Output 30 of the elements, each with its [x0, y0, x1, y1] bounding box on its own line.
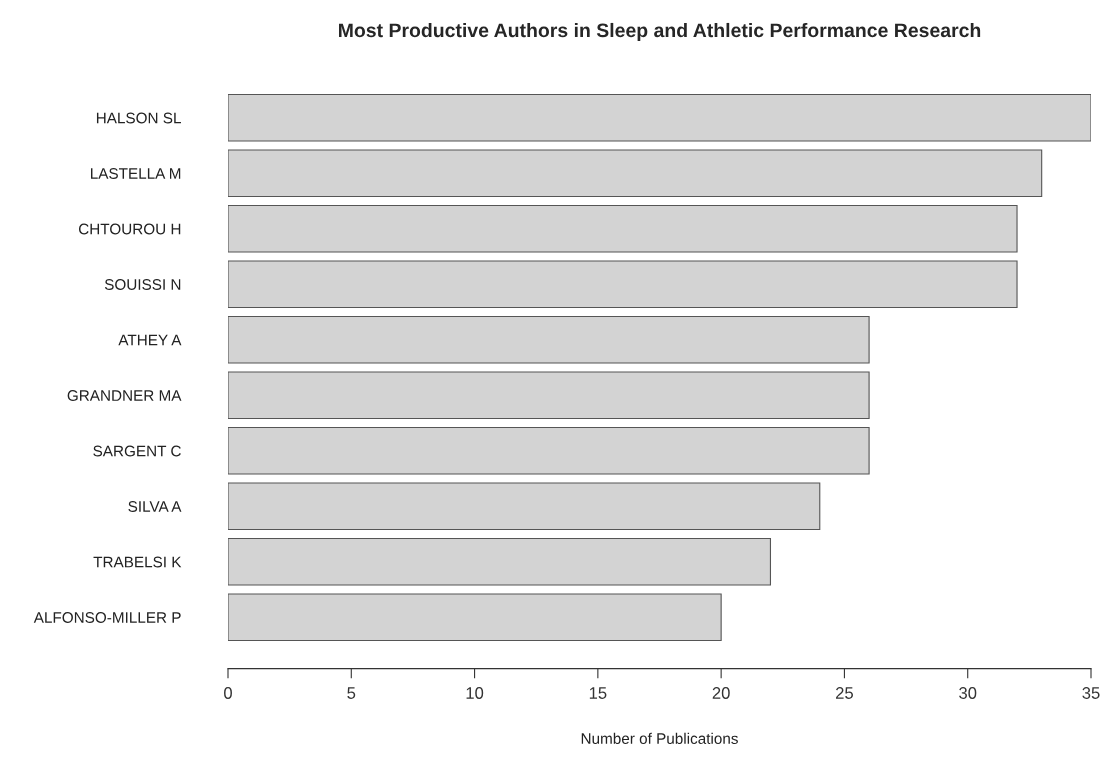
y-tick-label: SOUISSI N [104, 279, 181, 290]
y-tick-label: SILVA A [128, 501, 182, 512]
x-tick-label: 10 [466, 687, 484, 699]
y-tick-label: LASTELLA M [91, 168, 181, 179]
y-tick-label: TRABELSI K [93, 556, 182, 568]
y-tick-label: ALFONSO-MILLER P [33, 612, 181, 623]
bar [228, 204, 1018, 253]
bar [228, 93, 1091, 142]
x-axis-title: Number of Publications [581, 732, 738, 744]
y-tick-label: CHTOUROU H [78, 223, 181, 235]
bar [228, 482, 821, 531]
bar [228, 149, 1043, 198]
bar [228, 593, 722, 642]
x-tick-label: 15 [589, 687, 607, 699]
y-tick-label: SARGENT C [93, 445, 181, 457]
bar [228, 260, 1018, 309]
x-tick-label: 0 [224, 687, 232, 699]
x-tick-label: 30 [959, 687, 977, 699]
x-tick-label: 5 [347, 687, 356, 699]
bar [228, 371, 870, 420]
bar [228, 426, 870, 475]
bar [228, 537, 772, 586]
y-tick-label: HALSON SL [96, 112, 181, 124]
x-tick-label: 20 [712, 687, 730, 699]
y-tick-label: ATHEY A [118, 334, 182, 346]
x-tick-label: 35 [1082, 687, 1100, 699]
chart-title: Most Productive Authors in Sleep and Athletic Performance Research [339, 22, 981, 42]
x-tick-label: 25 [836, 687, 853, 699]
bar [228, 315, 870, 364]
y-tick-label: GRANDNER MA [67, 390, 182, 401]
